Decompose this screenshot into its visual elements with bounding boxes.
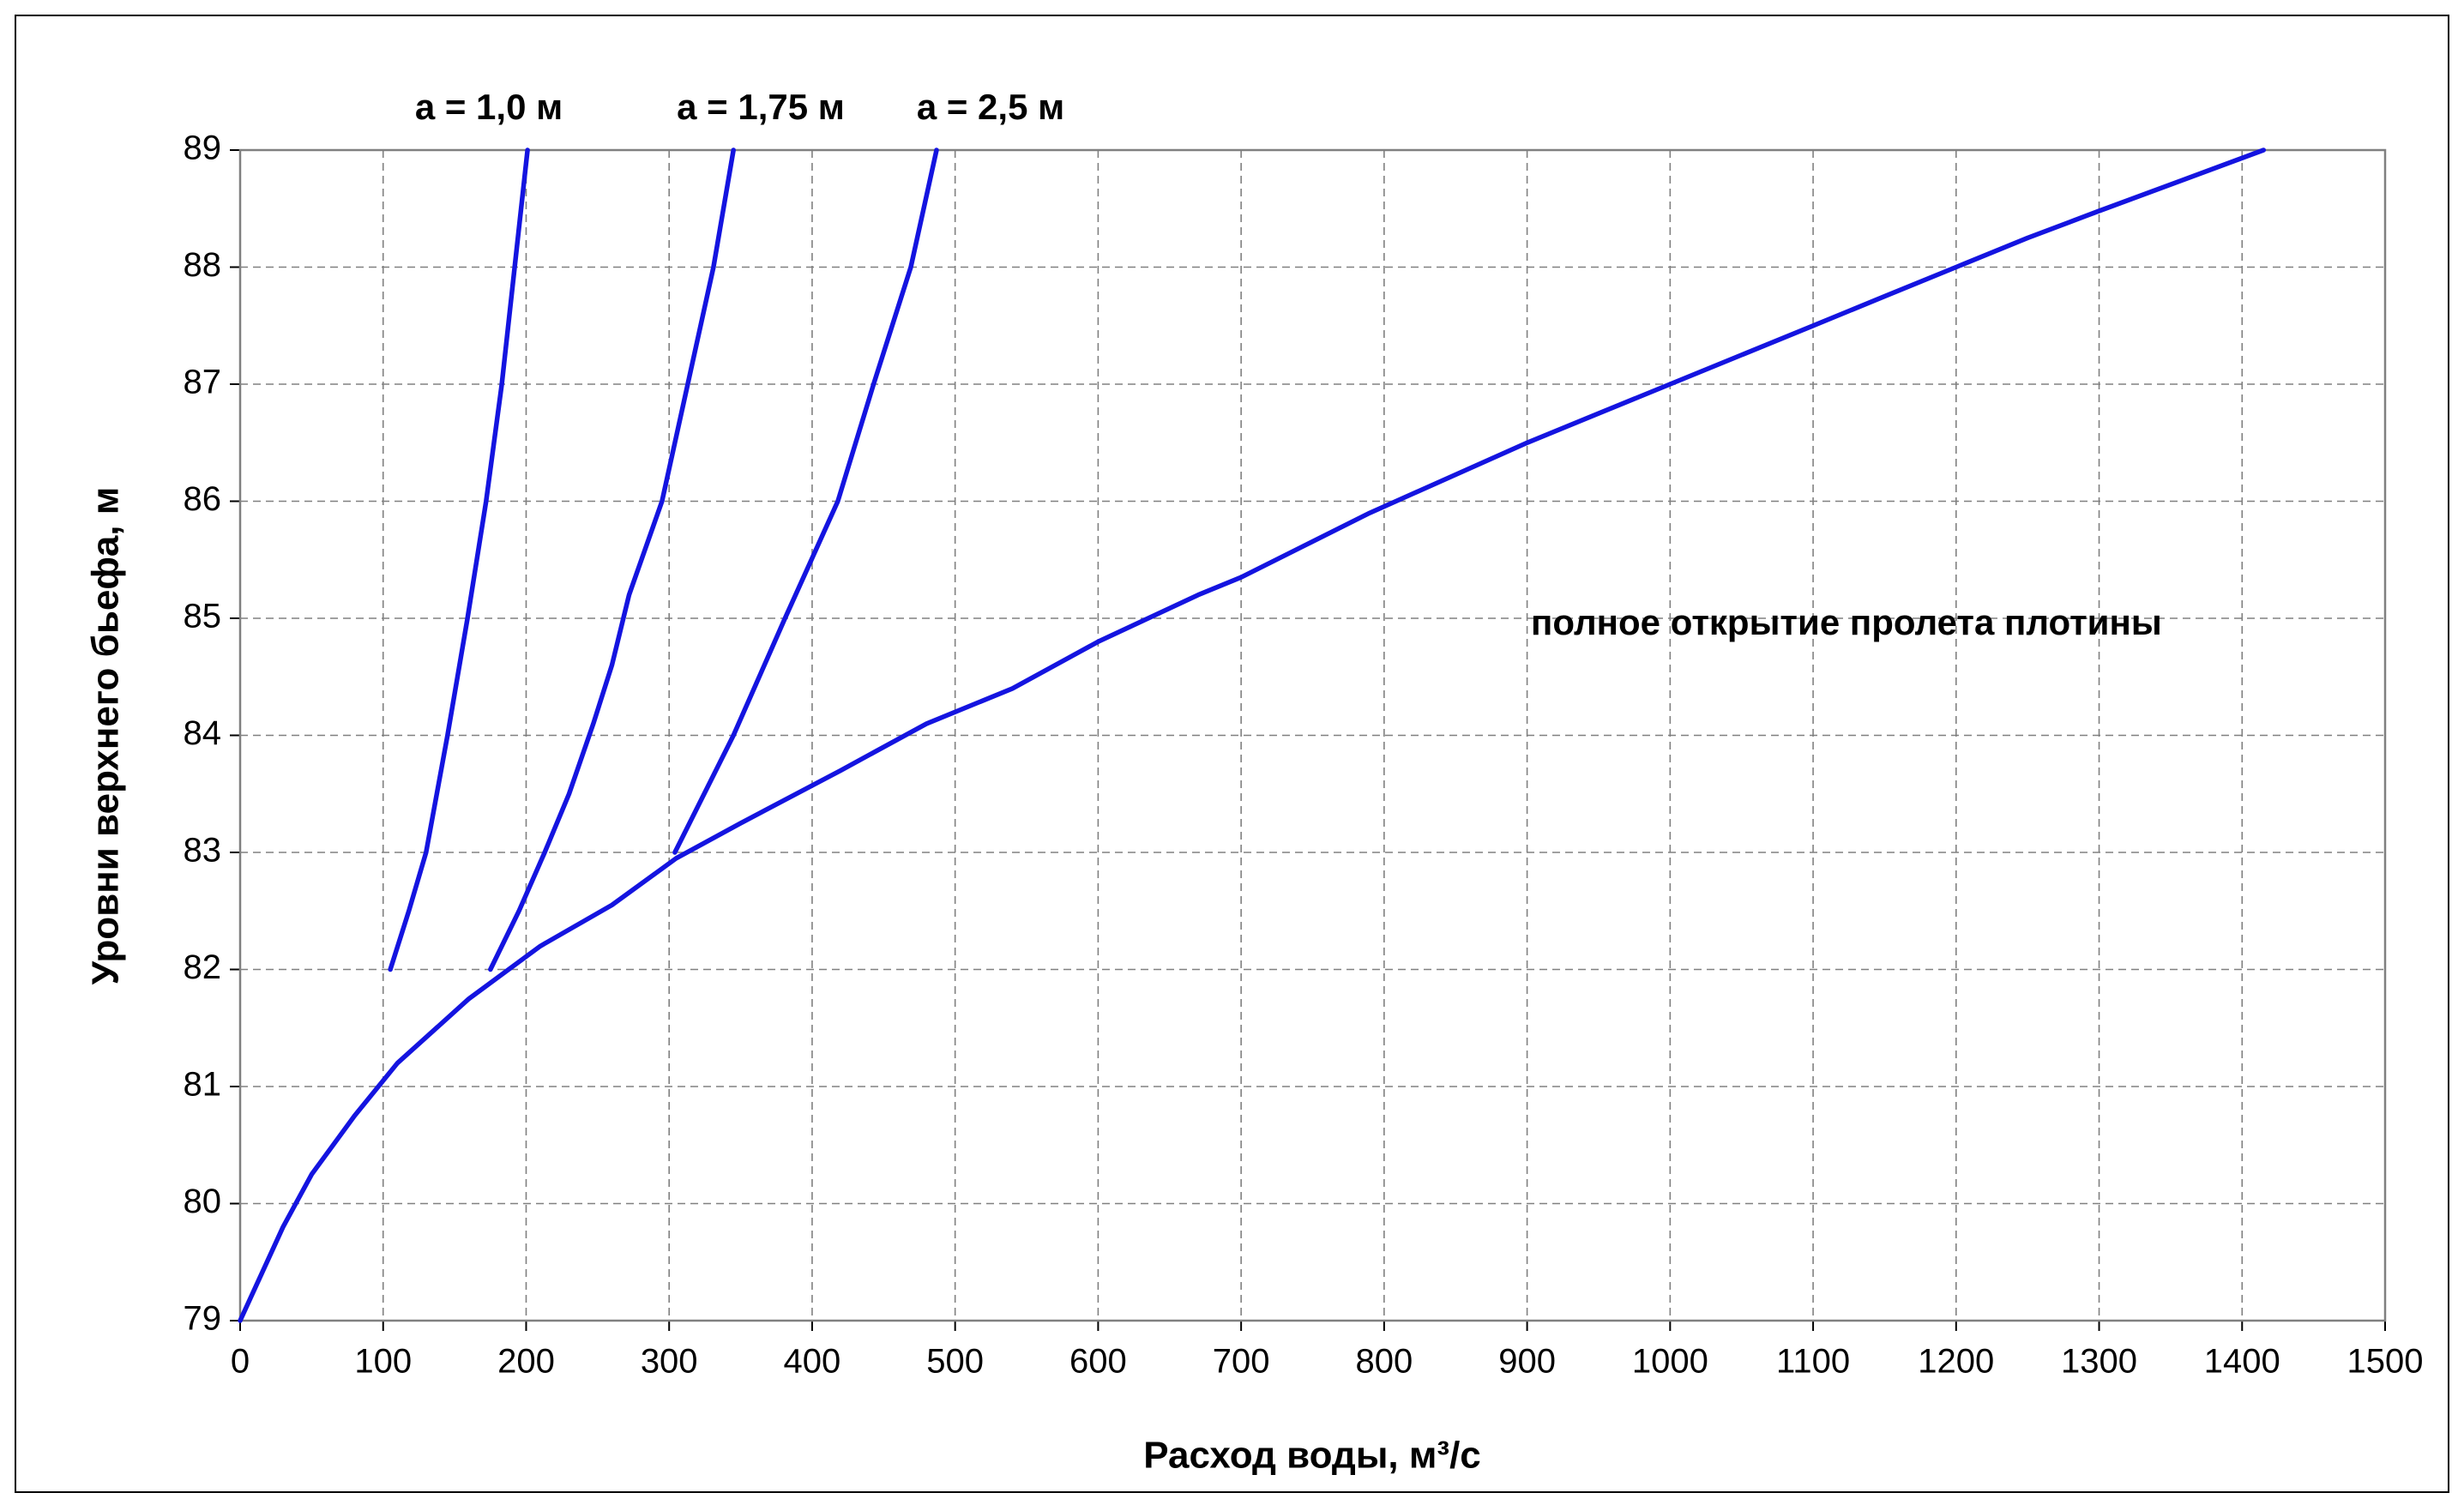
x-tick-label: 300 (641, 1343, 698, 1381)
y-tick-label: 84 (184, 714, 222, 752)
plot-border (238, 148, 2387, 1322)
x-axis-title: Расход воды, м³/с (1143, 1435, 1481, 1477)
x-tick-label: 200 (497, 1343, 555, 1381)
x-tick-label: 700 (1213, 1343, 1270, 1381)
x-tick-label: 400 (784, 1343, 841, 1381)
y-tick-label: 80 (184, 1183, 222, 1220)
x-tick-label: 800 (1355, 1343, 1413, 1381)
y-tick-label: 89 (184, 129, 222, 167)
y-tick-label: 85 (184, 598, 222, 635)
x-tick-label: 1100 (1776, 1343, 1850, 1381)
series-label: a = 2,5 м (917, 87, 1064, 127)
series-line (488, 147, 736, 972)
x-tick-label: 0 (231, 1343, 250, 1381)
y-tick-label: 88 (184, 246, 222, 284)
x-tick-label: 1300 (2061, 1343, 2137, 1381)
x-tick-label: 1500 (2347, 1343, 2424, 1381)
series-label: a = 1,75 м (677, 87, 845, 127)
series-line (238, 147, 2267, 1323)
y-tick-label: 86 (184, 480, 222, 518)
x-tick-label: 1200 (1918, 1343, 1994, 1381)
x-tick-label: 100 (354, 1343, 412, 1381)
y-tick-label: 82 (184, 948, 222, 986)
x-tick-label: 600 (1069, 1343, 1127, 1381)
series-line (672, 147, 939, 855)
y-tick-label: 83 (184, 832, 222, 870)
series-label: полное открытие пролета плотины (1531, 602, 2162, 642)
y-tick-label: 79 (184, 1300, 222, 1338)
x-tick-label: 500 (926, 1343, 984, 1381)
x-tick-label: 1400 (2204, 1343, 2280, 1381)
x-tick-label: 1000 (1632, 1343, 1708, 1381)
y-axis-title: Уровни верхнего бьефа, м (85, 487, 127, 985)
series-line (388, 147, 530, 972)
series-label: a = 1,0 м (415, 87, 563, 127)
y-tick-label: 81 (184, 1066, 222, 1104)
x-tick-label: 900 (1498, 1343, 1556, 1381)
y-tick-label: 87 (184, 364, 222, 401)
